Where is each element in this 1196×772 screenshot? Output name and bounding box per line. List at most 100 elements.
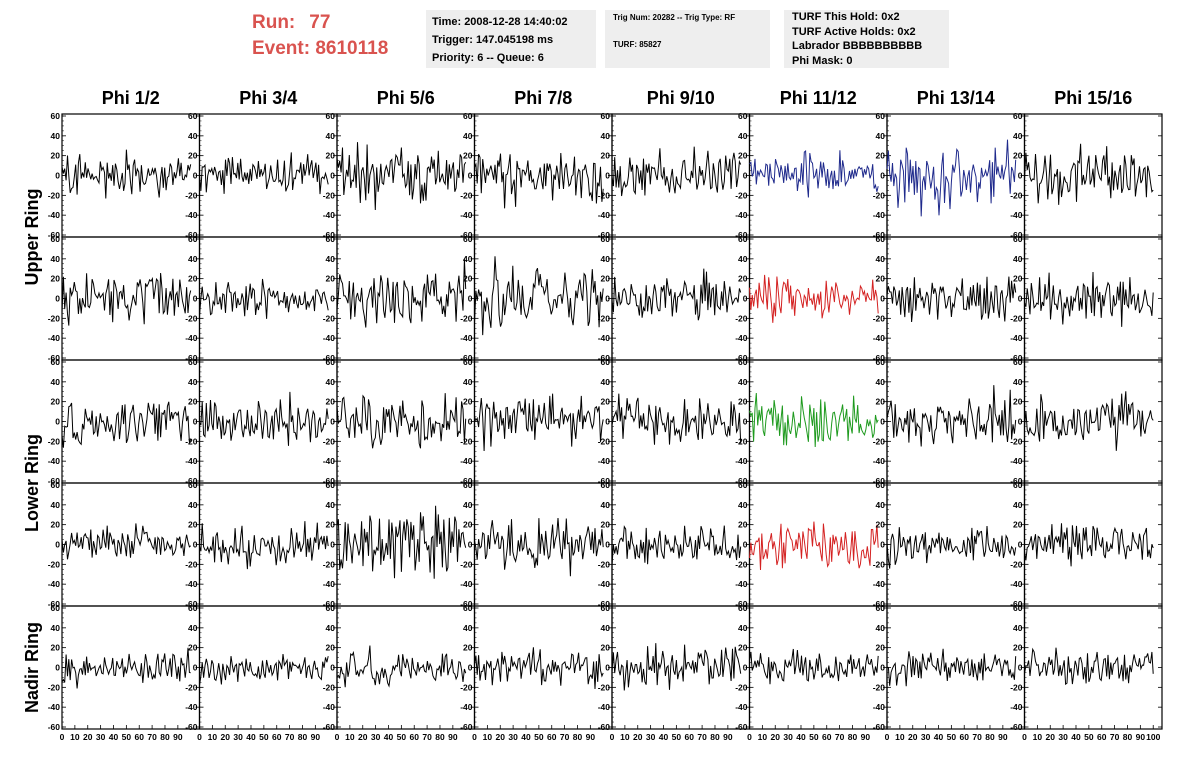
x-tick-label: 60 [272, 732, 282, 742]
y-tick-label: 0 [468, 417, 473, 427]
y-tick-label: 20 [1013, 151, 1023, 161]
waveform-panel-r2-c8: -60 -40 -20 0 20 40 60 [1010, 234, 1163, 363]
x-tick-label: 30 [783, 732, 793, 742]
y-tick-label: -20 [185, 682, 198, 692]
waveform-trace [474, 517, 604, 577]
y-tick-label: 0 [743, 663, 748, 673]
y-tick-label: 20 [876, 643, 886, 653]
y-tick-label: -40 [735, 579, 748, 589]
y-tick-label: 40 [1013, 623, 1023, 633]
y-tick-label: 60 [738, 480, 748, 490]
y-tick-label: 0 [1018, 294, 1023, 304]
y-tick-label: -60 [1010, 353, 1023, 363]
priority-text: Priority: 6 -- Queue: 6 [432, 52, 544, 64]
y-tick-label: 40 [51, 623, 61, 633]
y-tick-label: 0 [1018, 417, 1023, 427]
x-tick-label: 10 [70, 732, 80, 742]
x-tick-label: 80 [298, 732, 308, 742]
waveform-panel-r2-c6: -60 -40 -20 0 20 40 60 [735, 234, 888, 363]
waveform-trace [199, 391, 329, 446]
y-tick-label: -40 [873, 210, 886, 220]
panel-frame [886, 236, 1026, 361]
y-tick-label: -20 [48, 313, 61, 323]
waveform-trace [749, 274, 879, 323]
y-tick-label: 60 [188, 603, 198, 613]
y-tick-label: 40 [51, 500, 61, 510]
y-tick-label: -20 [598, 313, 611, 323]
y-tick-label: 60 [188, 357, 198, 367]
waveform-trace [749, 521, 879, 571]
waveform-panel-r4-c2: -60 -40 -20 0 20 40 60 [185, 480, 338, 609]
x-tick-label: 30 [233, 732, 243, 742]
y-tick-label: -20 [460, 313, 473, 323]
y-tick-label: 40 [1013, 254, 1023, 264]
y-tick-label: 20 [1013, 520, 1023, 530]
waveform-panel-r4-c7: -60 -40 -20 0 20 40 60 [873, 480, 1026, 609]
y-tick-label: -20 [735, 313, 748, 323]
y-tick-label: 0 [330, 294, 335, 304]
x-tick-label: 50 [397, 732, 407, 742]
y-tick-label: 0 [55, 294, 60, 304]
x-tick-label: 20 [83, 732, 93, 742]
y-tick-label: -20 [598, 190, 611, 200]
x-tick-label: 30 [371, 732, 381, 742]
y-tick-label: 20 [601, 151, 611, 161]
column-title-6: Phi 11/12 [780, 88, 857, 108]
event-value: 8610118 [315, 38, 389, 59]
waveform-panel-r3-c4: -60 -40 -20 0 20 40 60 [460, 357, 613, 486]
waveform-trace [336, 505, 467, 579]
y-tick-label: 20 [188, 643, 198, 653]
row-label-lower-ring: Lower Ring [22, 434, 42, 532]
y-tick-label: 20 [188, 151, 198, 161]
y-tick-label: -40 [460, 579, 473, 589]
waveform-trace [199, 278, 329, 319]
y-tick-label: -20 [1010, 313, 1023, 323]
waveform-panel-r1-c8: -60 -40 -20 0 20 40 60 [1010, 111, 1163, 240]
x-tick-label: 80 [710, 732, 720, 742]
y-tick-label: 40 [463, 377, 473, 387]
x-tick-label: 40 [1071, 732, 1081, 742]
y-tick-label: 20 [601, 520, 611, 530]
x-tick-label: 70 [147, 732, 157, 742]
y-tick-label: 0 [880, 417, 885, 427]
x-tick-label: 40 [659, 732, 669, 742]
x-tick-label: 90 [723, 732, 733, 742]
x-tick-label: 10 [483, 732, 493, 742]
trigger-info-box: Trig Num: 20282 -- Trig Type: RF TURF: 8… [605, 10, 770, 68]
waveform-panel-r1-c4: -60 -40 -20 0 20 40 60 [460, 111, 613, 240]
y-tick-label: -20 [185, 436, 198, 446]
x-tick-label: 20 [633, 732, 643, 742]
y-tick-label: -40 [185, 210, 198, 220]
x-tick-label: 90 [861, 732, 871, 742]
x-tick-label: 60 [960, 732, 970, 742]
panel-frame [748, 113, 888, 238]
x-tick-label: 50 [534, 732, 544, 742]
run-event-box: Run: 77 Event: 8610118 [252, 10, 388, 62]
phi-mask-text: Phi Mask: 0 [792, 54, 853, 67]
y-tick-label: 20 [738, 397, 748, 407]
y-tick-label: 40 [463, 131, 473, 141]
x-tick-label: 60 [135, 732, 145, 742]
y-tick-label: -60 [48, 476, 61, 486]
waveform-panel-r1-c6: -60 -40 -20 0 20 40 60 [735, 111, 888, 240]
y-tick-label: 60 [1013, 357, 1023, 367]
y-tick-label: 40 [601, 254, 611, 264]
y-tick-label: -20 [323, 190, 336, 200]
waveform-trace [886, 276, 1017, 323]
y-tick-label: 40 [326, 377, 336, 387]
y-tick-label: -40 [48, 702, 61, 712]
waveform-trace [61, 647, 191, 689]
x-tick-label: 30 [646, 732, 656, 742]
y-tick-label: 40 [1013, 500, 1023, 510]
y-tick-label: -60 [323, 230, 336, 240]
y-tick-label: -40 [873, 579, 886, 589]
y-tick-label: -60 [1010, 722, 1023, 732]
x-tick-label: 100 [1146, 732, 1160, 742]
y-tick-label: 0 [880, 171, 885, 181]
y-tick-label: -20 [735, 559, 748, 569]
x-tick-label: 40 [246, 732, 256, 742]
y-tick-label: -60 [873, 230, 886, 240]
waveform-panel-r3-c5: -60 -40 -20 0 20 40 60 [598, 357, 751, 486]
y-tick-label: -40 [735, 702, 748, 712]
y-tick-label: 60 [51, 603, 61, 613]
